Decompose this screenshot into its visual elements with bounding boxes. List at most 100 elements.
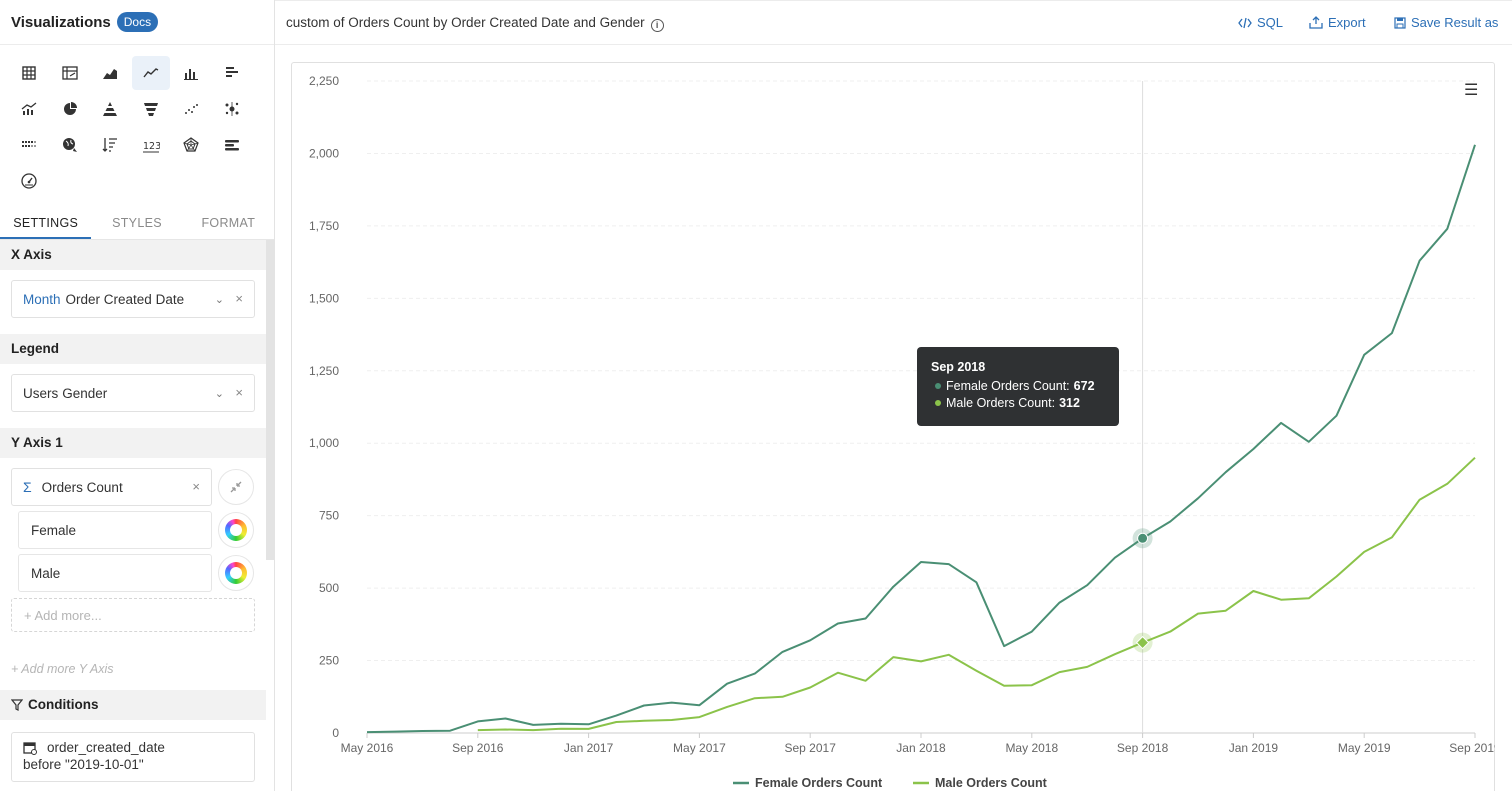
x-tick-label: Jan 2019 xyxy=(1229,741,1279,755)
viz-bar-chart-button[interactable] xyxy=(213,56,251,90)
save-label: Save Result as xyxy=(1411,15,1499,30)
y-tick-label: 1,250 xyxy=(309,364,339,378)
panel-header: Visualizations Docs xyxy=(0,0,274,45)
viz-heatmap-button[interactable] xyxy=(10,128,48,162)
pyramid-icon xyxy=(103,102,117,116)
y-tick-label: 250 xyxy=(319,654,339,668)
legend-field[interactable]: Users Gender ⌄ × xyxy=(11,374,255,412)
save-result-button[interactable]: Save Result as xyxy=(1394,15,1498,30)
viz-number-card-button[interactable]: 123 xyxy=(132,128,170,162)
info-icon[interactable]: i xyxy=(650,19,664,32)
legend-model: Users xyxy=(23,385,59,401)
add-y-axis-button[interactable]: + Add more Y Axis xyxy=(11,662,114,676)
y-tick-label: 500 xyxy=(319,581,339,595)
tab-styles[interactable]: STYLES xyxy=(112,216,162,230)
color-picker-female[interactable] xyxy=(218,512,254,548)
legend-item-female[interactable]: Female Orders Count xyxy=(755,776,883,790)
y-tick-label: 1,000 xyxy=(309,436,339,450)
y-tick-label: 2,250 xyxy=(309,74,339,88)
color-picker-male[interactable] xyxy=(218,555,254,591)
x-tick-label: Jan 2018 xyxy=(896,741,946,755)
color-wheel-icon xyxy=(225,562,247,584)
chart-title-text: custom of Orders Count by Order Created … xyxy=(286,15,645,30)
docs-link[interactable]: Docs xyxy=(116,12,159,32)
legend-item-male[interactable]: Male Orders Count xyxy=(935,776,1048,790)
add-more-series-button[interactable]: + Add more... xyxy=(11,598,255,632)
settings-tabs: SETTINGS STYLES FORMAT xyxy=(0,206,274,240)
condition-field-name: order_created_date xyxy=(47,740,165,755)
chart-card xyxy=(291,62,1495,791)
compress-icon xyxy=(230,481,242,493)
bar-chart-icon xyxy=(225,67,238,77)
viz-column-chart-button[interactable] xyxy=(172,56,210,90)
legend-value: Gender xyxy=(62,385,108,401)
y-axis-field[interactable]: Σ Orders Count × xyxy=(11,468,212,506)
male-highlight-point[interactable] xyxy=(1135,635,1150,650)
tab-settings[interactable]: SETTINGS xyxy=(0,206,92,239)
viz-gauge-button[interactable] xyxy=(10,164,48,198)
x-tick-label: Sep 2018 xyxy=(1117,741,1169,755)
x-tick-label: May 2018 xyxy=(1005,741,1058,755)
condition-expression: before "2019-10-01" xyxy=(23,757,144,772)
condition-field[interactable]: order_created_date before "2019-10-01" xyxy=(11,732,255,782)
sql-button[interactable]: SQL xyxy=(1238,15,1283,30)
pivot-table-icon xyxy=(61,66,78,80)
x-axis-field[interactable]: Month Order Created Date ⌄ × xyxy=(11,280,255,318)
tooltip-female-label: Female Orders Count: xyxy=(946,379,1070,393)
combo-chart-icon xyxy=(21,102,37,115)
chart-toolbar: custom of Orders Count by Order Created … xyxy=(275,0,1512,45)
remove-x-axis-icon[interactable]: × xyxy=(235,291,243,306)
sort-list-icon xyxy=(102,138,117,152)
viz-pivot-table-button[interactable] xyxy=(51,56,89,90)
viz-pyramid-button[interactable] xyxy=(91,92,129,126)
svg-text:123: 123 xyxy=(143,141,160,152)
scatter-icon xyxy=(185,104,198,114)
x-tick-label: May 2016 xyxy=(341,741,394,755)
viz-sort-list-button[interactable] xyxy=(91,128,129,162)
tooltip-female-value: 672 xyxy=(1073,379,1095,393)
chevron-down-icon[interactable]: ⌄ xyxy=(214,294,224,306)
viz-bubble-button[interactable] xyxy=(213,92,251,126)
series-row-male[interactable]: Male xyxy=(18,554,212,592)
x-tick-label: Sep 2019 xyxy=(1449,741,1495,755)
panel-scrollbar[interactable] xyxy=(266,240,274,560)
export-icon xyxy=(1309,16,1323,29)
viz-line-chart-button[interactable] xyxy=(131,56,170,90)
viz-table-button[interactable] xyxy=(10,56,48,90)
code-icon xyxy=(1238,17,1252,28)
series-row-female[interactable]: Female xyxy=(18,511,212,549)
female-dot-icon xyxy=(935,383,941,389)
x-axis-grain: Month xyxy=(23,291,61,307)
remove-legend-icon[interactable]: × xyxy=(235,385,243,400)
x-tick-label: Sep 2017 xyxy=(785,741,837,755)
remove-y-axis-icon[interactable]: × xyxy=(192,479,200,494)
pie-chart-icon xyxy=(63,102,77,115)
number-card-icon: 123 xyxy=(142,141,160,153)
viz-pie-chart-button[interactable] xyxy=(51,92,89,126)
y-axis-settings-button[interactable] xyxy=(218,469,254,505)
viz-funnel-button[interactable] xyxy=(132,92,170,126)
viz-progress-bar-button[interactable] xyxy=(213,128,251,162)
x-tick-label: Jan 2017 xyxy=(564,741,614,755)
female-highlight-point[interactable] xyxy=(1137,532,1149,544)
gauge-icon xyxy=(21,173,37,189)
chevron-down-icon[interactable]: ⌄ xyxy=(214,388,224,400)
x-tick-label: Sep 2016 xyxy=(452,741,504,755)
calendar-icon xyxy=(23,741,37,755)
viz-area-chart-button[interactable] xyxy=(91,56,129,90)
x-axis-value: Order Created Date xyxy=(65,291,185,307)
line-chart: 0 250 500 750 1,000 1,250 1,500 1,750 2,000 2,250… xyxy=(309,74,1495,790)
x-tick-label: May 2019 xyxy=(1338,741,1391,755)
viz-combo-chart-button[interactable] xyxy=(10,92,48,126)
male-dot-icon xyxy=(935,400,941,406)
viz-scatter-button[interactable] xyxy=(172,92,210,126)
y-tick-label: 1,750 xyxy=(309,219,339,233)
tab-format[interactable]: FORMAT xyxy=(201,216,256,230)
progress-bar-icon xyxy=(224,140,239,151)
export-button[interactable]: Export xyxy=(1309,15,1366,30)
viz-radar-button[interactable] xyxy=(172,128,210,162)
chart-title: custom of Orders Count by Order Created … xyxy=(286,15,664,32)
chart-menu-icon[interactable]: ☰ xyxy=(1464,82,1479,99)
viz-geo-map-button[interactable] xyxy=(51,128,89,162)
